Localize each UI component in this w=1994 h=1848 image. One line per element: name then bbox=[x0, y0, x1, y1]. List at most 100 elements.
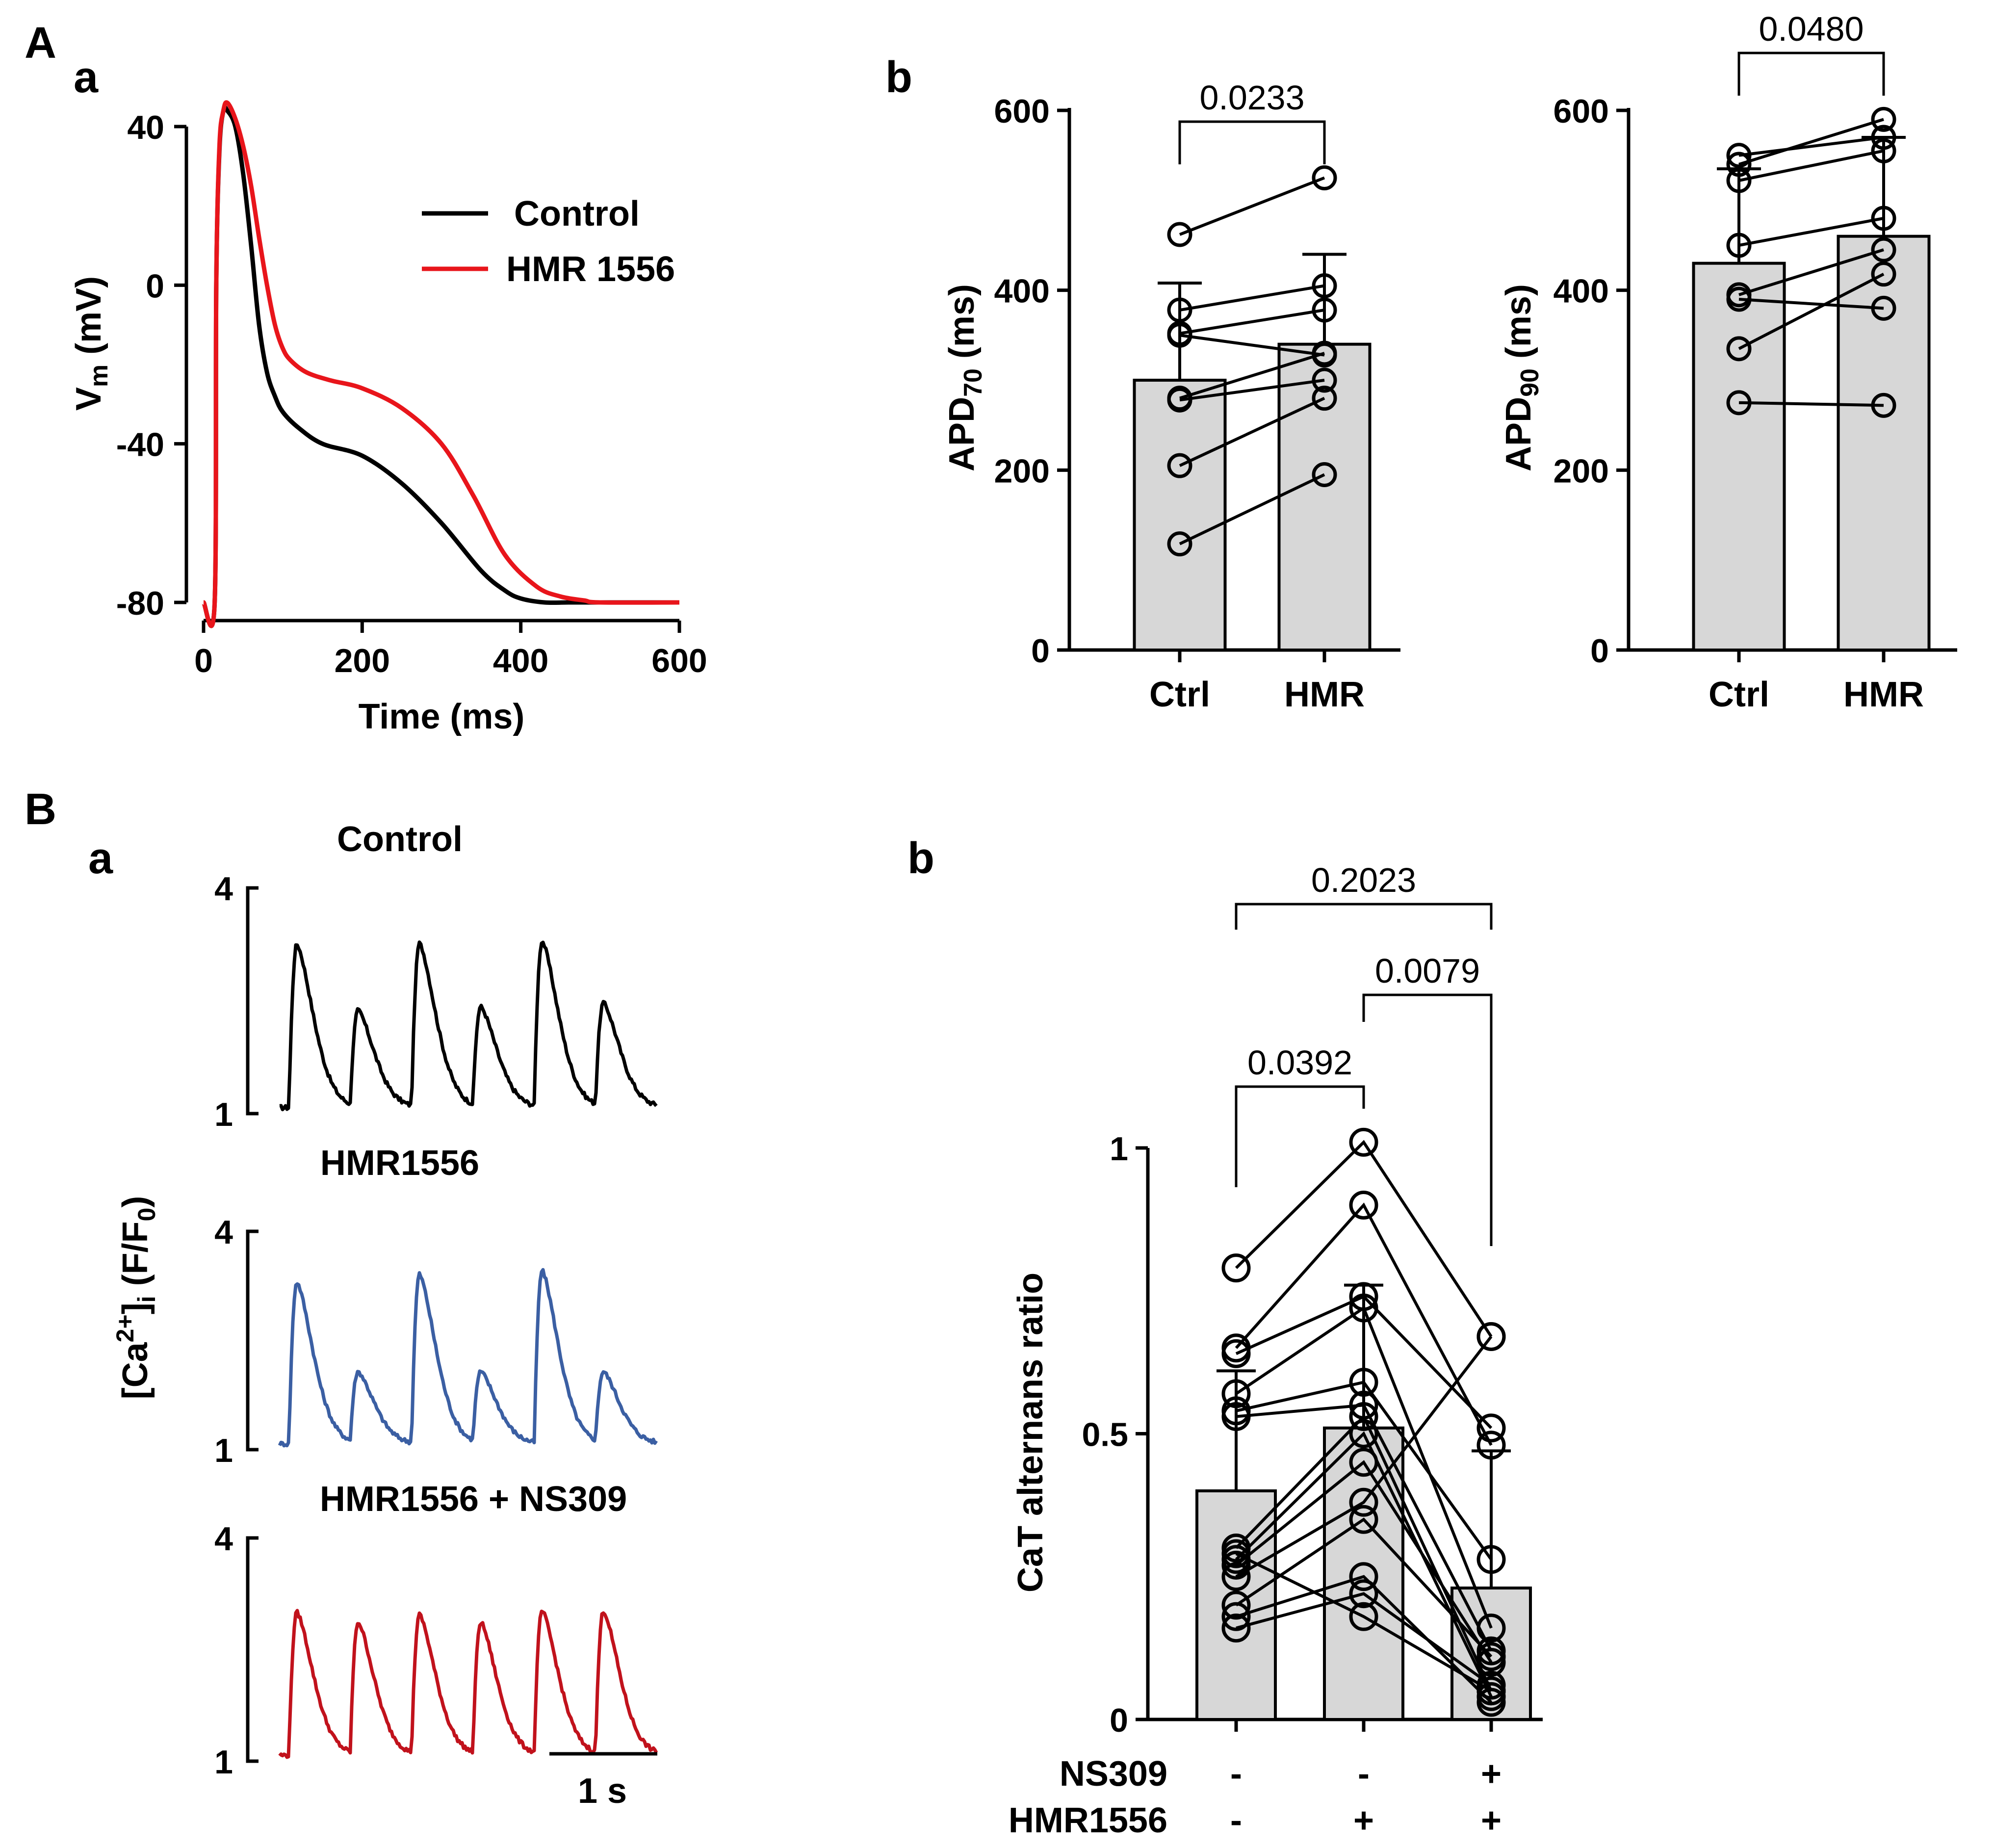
ab2-y-tick-label: 200 bbox=[1554, 452, 1609, 490]
ab2-pair-line bbox=[1738, 298, 1884, 310]
bb-point bbox=[1349, 1368, 1378, 1397]
ab2-pair-line bbox=[1738, 217, 1884, 247]
bb-point bbox=[1221, 1539, 1251, 1568]
bb-point bbox=[1349, 1579, 1378, 1609]
ab1-pair-line bbox=[1179, 284, 1325, 312]
aa-y-tick-label: 40 bbox=[127, 109, 164, 146]
bb-connect-line bbox=[1236, 1575, 1493, 1704]
chart-calcium-transients: Control 4 1 HMR1556 4 1 HMR1556 + NS309 4 1 [Ca2… bbox=[111, 820, 658, 1811]
bb-significance-bracket bbox=[1235, 903, 1493, 930]
ns309-status: + bbox=[1481, 1754, 1502, 1794]
bb-point bbox=[1349, 1390, 1378, 1420]
ab1-point-hmr bbox=[1312, 462, 1337, 487]
ab2-point-hmr bbox=[1871, 206, 1896, 231]
bb-connect-line bbox=[1236, 1592, 1492, 1687]
aa-x-axis-label: Time (ms) bbox=[359, 697, 525, 736]
trace-line-3 bbox=[278, 1609, 658, 1759]
bb-y-tick-label: 1 bbox=[1110, 1130, 1128, 1168]
ab2-point-hmr bbox=[1871, 106, 1896, 132]
ab1-x-tick-label: Ctrl bbox=[1149, 675, 1210, 714]
bb-p-value: 0.2023 bbox=[1311, 861, 1416, 899]
bb-point bbox=[1349, 1402, 1378, 1432]
bb-point bbox=[1476, 1676, 1506, 1706]
ab1-pair-line bbox=[1179, 176, 1325, 236]
ab1-point-ctrl bbox=[1167, 453, 1192, 478]
ab2-point-hmr bbox=[1871, 125, 1896, 150]
panel-label-A-b: b bbox=[885, 53, 912, 102]
trace-title-1: Control bbox=[337, 820, 463, 859]
ab1-point-ctrl bbox=[1167, 321, 1192, 346]
bb-point bbox=[1349, 1191, 1378, 1220]
ab1-x-tick-label: HMR bbox=[1284, 675, 1365, 714]
bb-point bbox=[1476, 1545, 1506, 1574]
series-line-hmr1556 bbox=[201, 100, 680, 628]
bb-point bbox=[1349, 1602, 1378, 1631]
bb-point bbox=[1476, 1431, 1506, 1460]
ab1-point-ctrl bbox=[1167, 297, 1192, 323]
ab2-point-ctrl bbox=[1726, 233, 1752, 258]
series-line-control bbox=[201, 104, 679, 628]
ab1-point-hmr bbox=[1312, 367, 1337, 393]
bb-point bbox=[1349, 1505, 1378, 1534]
bb-point bbox=[1221, 1562, 1251, 1591]
ab1-pair-line bbox=[1179, 396, 1325, 467]
ab1-point-ctrl bbox=[1167, 386, 1192, 411]
trace-scale-bracket-3 bbox=[246, 1536, 259, 1763]
bb-point bbox=[1349, 1487, 1378, 1517]
bb-connect-line bbox=[1235, 1517, 1493, 1658]
bb-point bbox=[1221, 1550, 1251, 1580]
ab1-pair-line bbox=[1179, 379, 1325, 402]
panel-label-B-a: a bbox=[88, 834, 113, 883]
aa-x-tick-label: 0 bbox=[194, 642, 213, 679]
ab1-point-hmr bbox=[1312, 165, 1337, 190]
legend-label-hmr1556: HMR 1556 bbox=[506, 250, 675, 289]
bb-point bbox=[1349, 1282, 1378, 1311]
bb-point bbox=[1476, 1413, 1506, 1443]
hmr1556-status: + bbox=[1353, 1801, 1374, 1840]
bb-p-value: 0.0079 bbox=[1375, 952, 1480, 990]
legend-label-control: Control bbox=[514, 194, 640, 234]
ab2-x-tick-label: HMR bbox=[1843, 675, 1924, 714]
ab1-bar-ctrl bbox=[1133, 379, 1227, 651]
ab1-significance-bracket bbox=[1178, 120, 1326, 164]
bb-bar-2 bbox=[1323, 1426, 1404, 1721]
chart-apd90: 0 200 400 600 Ctrl HMR 0.0480 APD90 (ms) bbox=[1499, 10, 1957, 714]
aa-y-tick-label: 0 bbox=[146, 267, 164, 305]
trace-ymin-label: 1 bbox=[214, 1432, 233, 1469]
trace-ymax-label: 4 bbox=[214, 1520, 233, 1558]
ab2-p-value: 0.0480 bbox=[1759, 10, 1864, 48]
panel-label-B-b: b bbox=[907, 834, 934, 883]
bb-point bbox=[1349, 1448, 1378, 1477]
ab1-y-axis-label: APD70 (ms) bbox=[942, 284, 987, 471]
bb-connect-line bbox=[1235, 1552, 1492, 1692]
bb-significance-bracket bbox=[1235, 1085, 1365, 1187]
bb-y-tick-label: 0.5 bbox=[1082, 1416, 1128, 1454]
ab2-y-tick-label: 600 bbox=[1554, 93, 1609, 130]
bb-point bbox=[1221, 1614, 1251, 1643]
ns309-status: - bbox=[1358, 1754, 1370, 1794]
ab1-y-tick-label: 0 bbox=[1031, 632, 1050, 670]
ab1-point-hmr bbox=[1312, 342, 1337, 368]
bb-point bbox=[1221, 1379, 1251, 1408]
bb-y-tick-label: 0 bbox=[1110, 1702, 1128, 1739]
bb-point bbox=[1349, 1562, 1378, 1591]
bb-point bbox=[1476, 1614, 1506, 1643]
ab1-pair-line bbox=[1179, 473, 1325, 546]
ab1-point-hmr bbox=[1312, 273, 1337, 298]
ab1-point-hmr bbox=[1312, 386, 1337, 411]
trace-scale-bracket-1 bbox=[246, 886, 259, 1116]
trace-ymin-label: 1 bbox=[214, 1096, 233, 1133]
bb-connect-line bbox=[1235, 1335, 1493, 1578]
aa-y-axis-label: Vm (mV) bbox=[69, 276, 113, 411]
ab2-pair-line bbox=[1738, 136, 1884, 157]
bb-bar-3 bbox=[1450, 1587, 1532, 1721]
ab2-point-hmr bbox=[1871, 138, 1896, 163]
trace-title-2: HMR1556 bbox=[320, 1144, 479, 1183]
ab1-pair-line bbox=[1179, 309, 1325, 335]
ab2-y-tick-label: 400 bbox=[1554, 273, 1609, 310]
chart-cat-alternans: 0 0.5 1 - - - + + +0.2023 0.0079 0.0392 CaT altern… bbox=[1009, 861, 1543, 1840]
ab2-point-ctrl bbox=[1726, 336, 1752, 362]
ab1-pair-line bbox=[1179, 352, 1325, 400]
bb-p-value: 0.0392 bbox=[1247, 1043, 1352, 1082]
